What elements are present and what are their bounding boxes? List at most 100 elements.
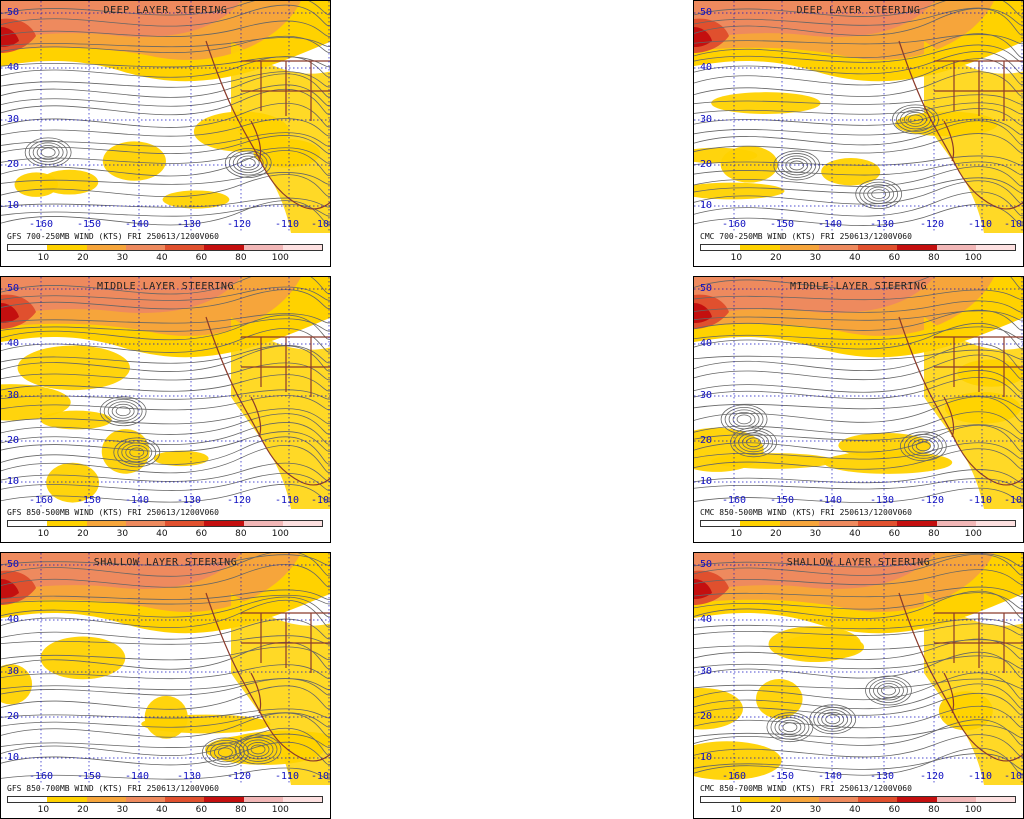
legend-swatch: [165, 245, 205, 250]
legend-swatch: [818, 797, 858, 802]
legend-label: 80: [235, 253, 247, 263]
legend-label: 100: [964, 805, 982, 815]
legend-labels: 10 20 30 40 60 80 100: [7, 253, 323, 265]
lon-label: -110: [968, 219, 993, 230]
legend-swatch: [701, 245, 741, 250]
legend-swatch: [779, 245, 819, 250]
legend-swatch: [86, 521, 126, 526]
legend-swatch: [740, 521, 780, 526]
lon-label: -120: [920, 771, 945, 782]
panel-caption: CMC 850-700MB WIND (KTS) FRI 250613/1200…: [700, 784, 912, 793]
legend-label: 100: [271, 529, 289, 539]
legend-swatch: [282, 521, 322, 526]
legend-swatch: [858, 797, 898, 802]
color-legend: [7, 520, 323, 527]
lat-label: 20: [7, 435, 20, 446]
legend-swatch: [204, 521, 244, 526]
panel-title: MIDDLE LAYER STEERING: [97, 281, 234, 292]
lon-label: -110: [968, 771, 993, 782]
legend-swatch: [243, 245, 283, 250]
legend-swatch: [204, 797, 244, 802]
legend-swatch: [282, 797, 322, 802]
wind-map: [694, 277, 1023, 509]
lat-label: 10: [7, 200, 20, 211]
legend-swatch: [243, 521, 283, 526]
lat-label: 20: [700, 159, 713, 170]
legend-swatch: [740, 245, 780, 250]
lon-label: -120: [920, 219, 945, 230]
color-legend: [700, 796, 1016, 803]
lat-label: 20: [7, 711, 20, 722]
legend-label: 100: [964, 253, 982, 263]
lat-label: 40: [700, 62, 713, 73]
legend-label: 80: [235, 529, 247, 539]
lat-label: 50: [700, 7, 713, 18]
legend-swatch: [818, 245, 858, 250]
lon-label: -130: [177, 219, 202, 230]
legend-label: 60: [195, 253, 208, 263]
lon-label: -100: [1004, 495, 1023, 506]
lon-label: -160: [722, 771, 747, 782]
lon-label: -150: [770, 219, 795, 230]
lon-label: -150: [77, 219, 102, 230]
panel-caption: GFS 700-250MB WIND (KTS) FRI 250613/1200…: [7, 232, 219, 241]
legend-label: 30: [809, 529, 822, 539]
legend-label: 10: [730, 253, 743, 263]
legend-swatch: [282, 245, 322, 250]
panel-title: DEEP LAYER STEERING: [103, 5, 228, 16]
lon-label: -100: [1004, 219, 1023, 230]
lon-label: -130: [177, 771, 202, 782]
legend-label: 40: [156, 529, 168, 539]
panel-title: DEEP LAYER STEERING: [796, 5, 921, 16]
lon-label: -140: [125, 495, 150, 506]
lon-label: -120: [227, 771, 252, 782]
lon-label: -100: [311, 219, 330, 230]
legend-labels: 10 20 30 40 60 80 100: [7, 805, 323, 817]
legend-label: 40: [156, 253, 168, 263]
lon-labels: -160 -150 -140 -130 -120 -110 -100: [29, 771, 330, 783]
legend-label: 80: [928, 529, 940, 539]
legend-swatch: [740, 797, 780, 802]
wind-map: [1, 277, 330, 509]
legend-swatch: [701, 797, 741, 802]
lon-label: -150: [770, 771, 795, 782]
legend-swatch: [936, 521, 976, 526]
lat-label: 20: [700, 711, 713, 722]
legend-swatch: [975, 245, 1015, 250]
legend-label: 20: [770, 529, 782, 539]
wind-map: [694, 553, 1023, 785]
legend-swatch: [8, 245, 48, 250]
legend-label: 20: [77, 805, 89, 815]
panel-caption: CMC 850-500MB WIND (KTS) FRI 250613/1200…: [700, 508, 912, 517]
legend-label: 40: [849, 805, 861, 815]
lon-label: -120: [227, 219, 252, 230]
lat-label: 20: [700, 435, 713, 446]
lat-label: 40: [7, 614, 20, 625]
legend-label: 30: [116, 805, 129, 815]
legend-label: 20: [770, 805, 782, 815]
legend-swatch: [125, 521, 165, 526]
lon-labels: -160 -150 -140 -130 -120 -110 -100: [722, 495, 1023, 507]
lon-label: -110: [275, 771, 300, 782]
legend-swatch: [47, 521, 87, 526]
legend-swatch: [8, 521, 48, 526]
legend-label: 40: [156, 805, 168, 815]
legend-label: 100: [964, 529, 982, 539]
legend-swatch: [243, 797, 283, 802]
lon-label: -100: [1004, 771, 1023, 782]
lon-label: -140: [125, 771, 150, 782]
panel-title: SHALLOW LAYER STEERING: [93, 557, 238, 568]
legend-label: 100: [271, 805, 289, 815]
lon-label: -160: [29, 495, 54, 506]
legend-label: 30: [809, 805, 822, 815]
legend-swatch: [86, 797, 126, 802]
legend-label: 30: [809, 253, 822, 263]
lat-label: 10: [700, 476, 713, 487]
legend-label: 60: [888, 529, 901, 539]
lon-labels: -160 -150 -140 -130 -120 -110 -100: [29, 219, 330, 231]
lon-label: -160: [722, 219, 747, 230]
lat-label: 10: [7, 752, 20, 763]
lat-label: 50: [7, 283, 20, 294]
map-panel-gfs-deep: DEEP LAYER STEERING 50 40 30 20 10 -160 -150 -14…: [0, 0, 331, 267]
legend-swatch: [818, 521, 858, 526]
